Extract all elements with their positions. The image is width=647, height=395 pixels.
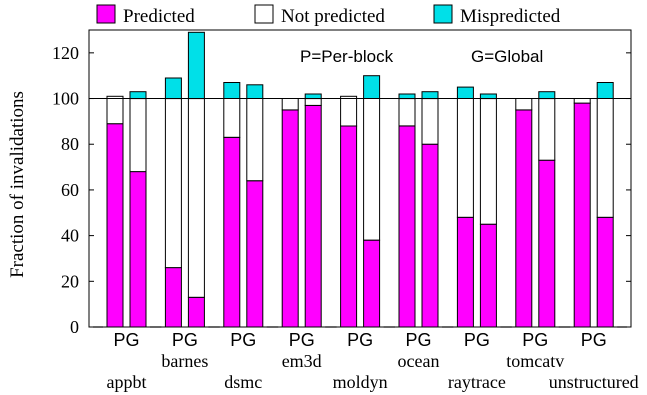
bar-unstructured-P-predicted [573,102,591,328]
bar-tomcatv-G-mispredicted [538,91,556,100]
y-axis-label: Fraction of invalidations [7,91,28,278]
bar-appbt-G-predicted [129,171,147,328]
pair-label-raytrace: PG [464,330,490,350]
category-label-raytrace: raytrace [448,372,506,392]
pair-label-barnes: PG [172,330,198,350]
bar-dsmc-G-predicted [246,180,264,328]
y-tick-label: 80 [61,134,79,154]
bar-em3d-G-predicted [304,104,322,328]
bar-moldyn-G-mispredicted [363,75,381,99]
bar-raytrace-G-not-predicted [479,98,497,225]
annotations: P=Per-block G=Global [300,47,543,66]
bar-tomcatv-P-predicted [515,109,533,328]
plot-frame [88,29,632,328]
bar-moldyn-P-not-predicted [340,95,358,127]
bar-ocean-P-predicted [398,125,416,328]
bar-em3d-P-not-predicted [281,98,299,111]
bar-ocean-G-not-predicted [421,98,439,145]
bar-barnes-G-mispredicted [187,31,205,100]
legend-swatch-predicted [96,4,116,24]
bar-appbt-P-not-predicted [106,95,124,125]
y-tick-label: 40 [61,226,79,246]
y-tick-label: 120 [52,43,79,63]
y-tick-label: 0 [70,317,79,337]
legend-swatch-mispredicted [433,4,453,24]
bars [106,31,614,328]
category-label-moldyn: moldyn [333,372,388,392]
bar-unstructured-G-predicted [596,216,614,328]
y-axis: 0 20 40 60 80 100 120 Fraction of invalidations [7,43,631,337]
bar-unstructured-G-mispredicted [596,82,614,99]
bar-ocean-P-mispredicted [398,93,416,100]
bar-raytrace-P-not-predicted [456,98,474,218]
pair-label-moldyn: PG [347,330,373,350]
bar-dsmc-G-mispredicted [246,84,264,100]
pair-label-ocean: PG [405,330,431,350]
category-label-barnes: barnes [161,351,208,371]
bar-em3d-G-not-predicted [304,98,322,106]
legend-label-mispredicted: Mispredicted [460,6,561,27]
x-axis: PGappbtPGbarnesPGdsmcPGem3dPGmoldynPGoce… [107,330,639,392]
legend-swatch-not-predicted [254,4,274,24]
bar-dsmc-P-predicted [223,136,241,328]
bar-ocean-P-not-predicted [398,98,416,127]
bar-moldyn-G-not-predicted [363,98,381,241]
bar-dsmc-P-mispredicted [223,82,241,99]
bar-ocean-G-mispredicted [421,91,439,100]
bar-moldyn-G-predicted [363,239,381,328]
annotation-global: G=Global [471,47,543,66]
legend: Predicted Not predicted Mispredicted [96,4,561,27]
category-label-unstructured: unstructured [549,372,639,392]
y-tick-label: 60 [61,180,79,200]
bar-barnes-P-not-predicted [164,98,182,269]
category-label-dsmc: dsmc [224,372,262,392]
y-tick-label: 100 [52,89,79,109]
bar-tomcatv-G-not-predicted [538,98,556,161]
bar-unstructured-P-not-predicted [573,98,591,104]
category-label-ocean: ocean [398,351,440,371]
bar-appbt-G-not-predicted [129,98,147,173]
bar-raytrace-G-mispredicted [479,93,497,100]
bar-tomcatv-P-not-predicted [515,98,533,111]
bar-raytrace-G-predicted [479,223,497,328]
bar-appbt-G-mispredicted [129,91,147,100]
plot-border [88,29,632,328]
bar-em3d-P-predicted [281,109,299,328]
bar-appbt-P-predicted [106,123,124,328]
legend-label-predicted: Predicted [123,6,195,27]
bar-dsmc-G-not-predicted [246,98,264,182]
bar-tomcatv-G-predicted [538,159,556,328]
category-label-em3d: em3d [282,351,322,371]
pair-label-tomcatv: PG [522,330,548,350]
bar-barnes-G-predicted [187,296,205,328]
pair-label-dsmc: PG [230,330,256,350]
bar-unstructured-G-not-predicted [596,98,614,218]
category-label-appbt: appbt [107,372,147,392]
bar-raytrace-P-predicted [456,216,474,328]
pair-label-unstructured: PG [581,330,607,350]
bar-dsmc-P-not-predicted [223,98,241,138]
bar-ocean-G-predicted [421,143,439,328]
bar-barnes-P-predicted [164,267,182,328]
bar-raytrace-P-mispredicted [456,86,474,99]
pair-label-em3d: PG [289,330,315,350]
bar-em3d-G-mispredicted [304,93,322,100]
annotation-per-block: P=Per-block [300,47,394,66]
bar-barnes-G-not-predicted [187,98,205,298]
bar-moldyn-P-predicted [340,125,358,328]
category-label-tomcatv: tomcatv [506,351,564,371]
legend-label-not-predicted: Not predicted [281,6,385,27]
pair-label-appbt: PG [113,330,139,350]
y-tick-label: 20 [61,271,79,291]
bar-barnes-P-mispredicted [164,77,182,100]
